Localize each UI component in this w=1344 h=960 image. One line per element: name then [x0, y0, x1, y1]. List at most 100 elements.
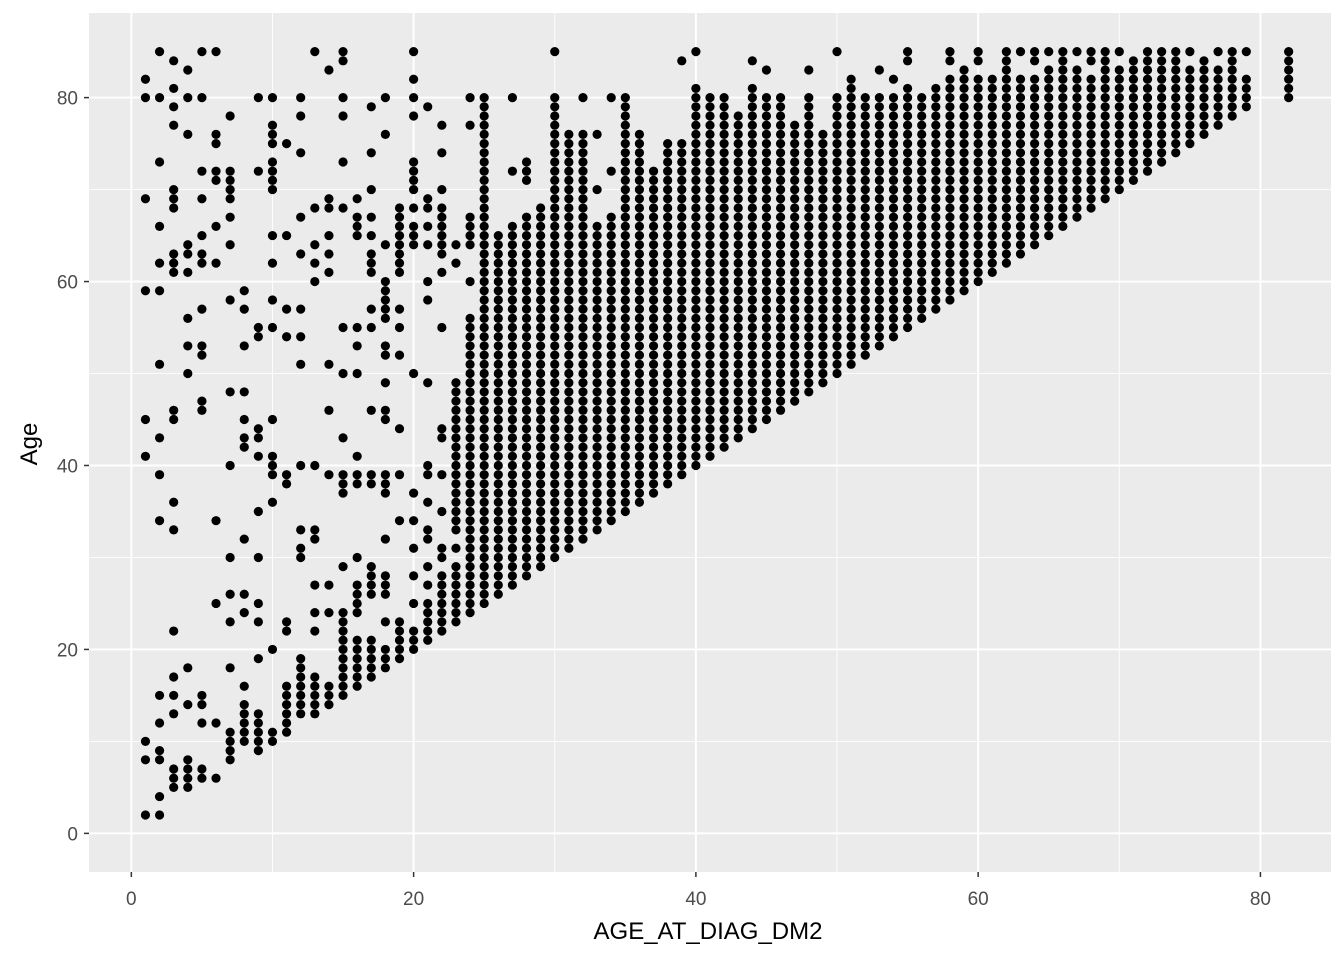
data-point [169, 102, 179, 112]
data-point [733, 405, 743, 415]
data-point [211, 258, 221, 268]
data-point [536, 221, 546, 231]
data-point [677, 166, 687, 176]
data-point [169, 194, 179, 204]
data-point [239, 681, 249, 691]
x-tick-label: 0 [126, 889, 137, 910]
data-point [761, 203, 772, 213]
data-point [409, 635, 419, 645]
data-point [818, 378, 828, 388]
data-point [917, 184, 927, 195]
data-point [564, 479, 574, 489]
data-point [973, 148, 983, 158]
data-point [352, 194, 362, 204]
data-point [677, 157, 687, 167]
data-point [1072, 93, 1082, 103]
data-point [239, 286, 249, 296]
data-point [790, 157, 800, 167]
data-point [1100, 184, 1110, 195]
data-point [409, 111, 419, 121]
data-point [423, 194, 433, 204]
data-point [592, 286, 602, 296]
data-point [451, 506, 461, 517]
data-point [648, 350, 659, 360]
data-point [931, 102, 941, 112]
data-point [747, 230, 757, 241]
data-point [1072, 157, 1082, 167]
data-point [790, 249, 800, 259]
data-point [775, 230, 786, 241]
data-point [959, 194, 969, 204]
data-point [860, 249, 870, 259]
data-point [493, 295, 503, 305]
data-point [154, 359, 165, 369]
data-point [747, 286, 757, 296]
data-point [818, 230, 828, 241]
data-point [592, 341, 602, 351]
data-point [550, 516, 560, 526]
data-point [394, 516, 405, 526]
data-point [663, 175, 673, 185]
data-point [973, 276, 983, 287]
data-point [818, 194, 828, 204]
data-point [648, 470, 659, 480]
data-point [959, 120, 969, 130]
data-point [1015, 212, 1026, 222]
data-point [888, 138, 899, 149]
data-point [691, 332, 701, 342]
data-point [648, 424, 659, 434]
data-point [592, 433, 602, 443]
data-point [888, 221, 899, 231]
data-point [1185, 93, 1195, 103]
data-point [380, 488, 390, 498]
data-point [521, 157, 532, 167]
data-point [507, 543, 518, 553]
data-point [169, 258, 179, 268]
data-point [931, 93, 941, 103]
data-point [733, 184, 743, 195]
data-point [931, 194, 941, 204]
data-point [775, 240, 786, 250]
data-point [620, 175, 630, 185]
data-point [550, 552, 560, 563]
data-point [747, 405, 757, 415]
data-point [536, 506, 546, 517]
data-point [775, 405, 786, 415]
data-point [775, 378, 786, 388]
data-point [507, 414, 518, 425]
data-point [578, 488, 588, 498]
data-point [902, 276, 913, 287]
data-point [747, 129, 757, 140]
data-point [832, 194, 842, 204]
data-point [465, 552, 475, 563]
data-point [1015, 74, 1026, 84]
data-point [197, 258, 207, 268]
data-point [1086, 194, 1096, 204]
data-point [324, 359, 334, 369]
data-point [804, 359, 814, 369]
data-point [691, 405, 701, 415]
data-point [338, 93, 348, 103]
data-point [1044, 129, 1054, 140]
data-point [253, 424, 263, 434]
data-point [564, 488, 574, 498]
data-point [705, 194, 715, 204]
data-point [465, 359, 475, 369]
data-point [648, 203, 659, 213]
data-point [451, 617, 461, 627]
data-point [634, 470, 645, 480]
data-point [253, 433, 263, 443]
data-point [832, 138, 842, 149]
data-point [465, 221, 475, 231]
data-point [465, 396, 475, 406]
data-point [1058, 111, 1068, 121]
data-point [507, 221, 518, 231]
data-point [973, 129, 983, 140]
data-point [719, 387, 729, 397]
data-point [366, 148, 376, 158]
data-point [705, 359, 715, 369]
data-point [705, 221, 715, 231]
data-point [606, 516, 616, 526]
data-point [1100, 65, 1110, 75]
data-point [592, 506, 602, 517]
